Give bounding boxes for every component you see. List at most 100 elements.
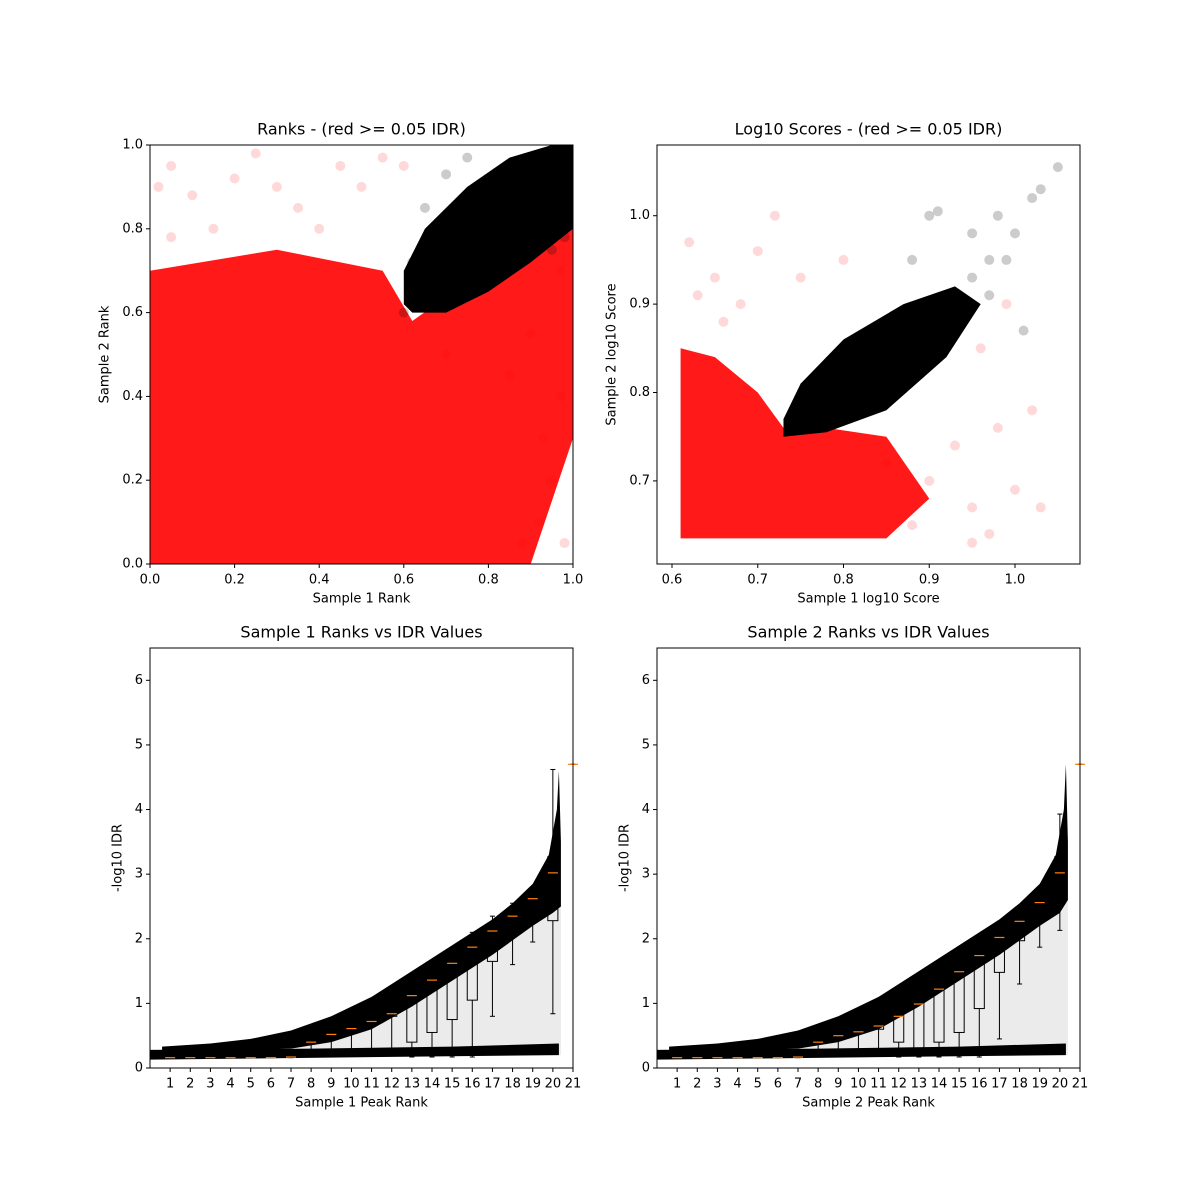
y-tick-label: 0.2 [122,473,143,488]
y-tick-label: 2 [135,931,143,946]
x-tick-label: 20 [1052,1077,1069,1092]
box [305,1040,317,1056]
point [407,257,418,268]
axes-frame [656,144,1081,565]
x-tick-label: 9 [834,1077,842,1092]
point [229,173,240,184]
x-tick-label: 7 [287,1077,295,1092]
point [441,169,452,180]
y-tick-label: 1 [135,996,143,1011]
point [735,299,746,310]
density-region [680,348,930,539]
x-tick-label: 6 [267,1077,275,1092]
point [1010,484,1021,495]
density-region [669,900,1068,1056]
x-tick-label: 13 [404,1077,421,1092]
point [525,328,536,339]
x-tick-label: 21 [565,1077,582,1092]
point [924,475,935,486]
y-tick-label: 4 [642,802,650,817]
chart-title: Sample 2 Ranks vs IDR Values [747,623,989,642]
plot-area [657,764,1068,1060]
box [446,947,458,1058]
box-body [426,978,438,1033]
x-tick-label: 17 [484,1077,501,1092]
y-tick-label: 0 [135,1061,143,1076]
box [486,915,498,1017]
point [441,349,452,360]
y-axis-label: Sample 2 log10 Score [605,283,620,425]
point [709,272,720,283]
x-tick-label: 0.0 [140,573,161,588]
box-body [547,856,559,922]
x-tick-label: 0.4 [309,573,330,588]
point [1018,325,1029,336]
axes-frame [149,144,574,565]
point [314,223,325,234]
point [555,265,566,276]
point [932,206,943,217]
x-tick-label: 18 [1011,1077,1028,1092]
panel: 1 2 3 4 5 6 7 8 9 10 11 12 13 14 15 16 17 18 19 20 210123456… [111,623,582,1111]
box [1034,889,1046,948]
point [838,254,849,265]
box [285,1054,297,1059]
point [555,391,566,402]
x-tick-label: 19 [524,1077,541,1092]
x-tick-label: 3 [206,1077,214,1092]
box [325,1031,337,1056]
point [398,160,409,171]
point [907,520,918,531]
plot-area [680,162,1063,548]
point [504,370,515,381]
y-tick-label: 0.6 [122,305,143,320]
x-tick-label: 0.9 [919,573,940,588]
point [1035,502,1046,513]
box-body [873,1024,885,1030]
x-tick-label: 4 [226,1077,234,1092]
point [984,254,995,265]
point [967,272,978,283]
x-tick-label: 1 [166,1077,174,1092]
point [1035,184,1046,195]
y-tick-label: 6 [135,673,143,688]
point [546,475,557,486]
point [153,181,164,192]
point [356,181,367,192]
axes-frame [656,647,1081,1069]
box [993,920,1005,1040]
x-tick-label: 0.8 [833,573,854,588]
y-tick-label: 0.8 [122,221,143,236]
x-tick-label: 4 [733,1077,741,1092]
box [1054,813,1066,931]
chart-title: Ranks - (red >= 0.05 IDR) [257,120,466,139]
x-tick-label: 12 [890,1077,907,1092]
box [893,1012,905,1058]
x-axis-label: Sample 1 Rank [313,592,411,607]
y-tick-label: 0.7 [629,473,650,488]
x-tick-label: 5 [247,1077,255,1092]
y-tick-label: 1 [642,996,650,1011]
x-tick-label: 14 [931,1077,948,1092]
x-tick-label: 15 [444,1077,461,1092]
point [769,210,780,221]
box-body [1054,856,1066,887]
box [386,1009,398,1056]
x-tick-label: 11 [870,1077,887,1092]
y-axis-label: -log10 IDR [618,824,633,892]
point [250,148,261,159]
box [953,954,965,1058]
y-tick-label: 0.0 [122,557,143,572]
density-region [150,1043,559,1060]
point [1027,193,1038,204]
point [293,202,304,213]
x-axis-label: Sample 1 log10 Score [797,592,939,607]
x-tick-label: 0.6 [662,573,683,588]
x-tick-label: 15 [951,1077,968,1092]
box [812,1040,824,1056]
point [752,246,763,257]
point [992,422,1003,433]
y-axis-label: -log10 IDR [111,824,126,892]
x-axis-label: Sample 2 Peak Rank [802,1096,935,1111]
point [538,433,549,444]
